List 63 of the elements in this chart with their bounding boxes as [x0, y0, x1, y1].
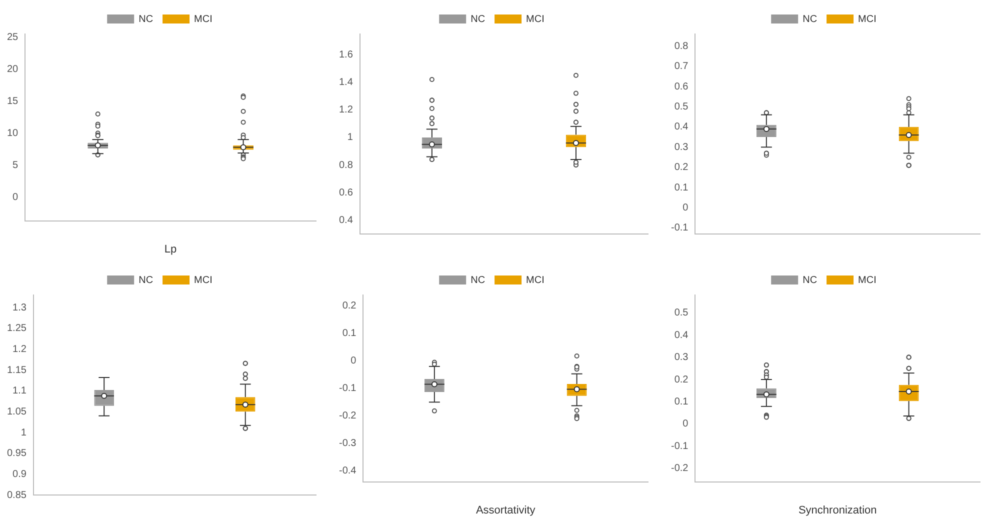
- y-tick-label: 1.6: [338, 49, 354, 60]
- y-tick-label: 0.2: [342, 300, 357, 312]
- y-tick-label: 0.2: [674, 162, 689, 174]
- y-tick-label: 5: [12, 160, 19, 171]
- legend-label: MCI: [526, 274, 544, 286]
- y-tick-label: 10: [7, 128, 19, 139]
- legend-label: MCI: [194, 14, 212, 25]
- legend-label: NC: [802, 14, 818, 25]
- y-tick-label: 0.3: [674, 142, 689, 153]
- legend-label: NC: [470, 274, 486, 286]
- y-tick-label: 0.4: [674, 330, 689, 341]
- y-tick-label: 0.1: [674, 182, 689, 194]
- y-tick-label: 1.15: [6, 364, 27, 376]
- legend-label: NC: [470, 14, 486, 25]
- legend-label: MCI: [858, 274, 876, 286]
- y-tick-label: 1.2: [338, 104, 354, 116]
- legend-label: NC: [802, 274, 818, 286]
- y-tick-label: 0.5: [674, 101, 689, 112]
- y-tick-label: 0.9: [12, 468, 27, 480]
- y-tick-label: 0.3: [674, 352, 689, 364]
- y-tick-label: -0.4: [338, 466, 357, 477]
- y-tick-label: 0.4: [338, 214, 354, 226]
- y-tick-label: 25: [7, 32, 19, 43]
- y-tick-label: 1: [347, 132, 354, 144]
- legend-label: MCI: [858, 14, 876, 25]
- y-tick-label: 1.05: [6, 406, 27, 418]
- legend-label: NC: [138, 14, 154, 25]
- y-tick-label: 0.4: [674, 122, 689, 133]
- y-tick-label: 0.6: [338, 187, 354, 198]
- y-tick-label: 0: [682, 202, 689, 214]
- y-tick-label: -0.1: [670, 222, 689, 234]
- y-tick-label: 1.25: [6, 323, 27, 334]
- legend-label: MCI: [194, 274, 212, 286]
- legend-label: MCI: [526, 14, 544, 25]
- y-tick-label: 20: [7, 64, 19, 75]
- y-tick-label: 1.1: [12, 386, 27, 397]
- y-tick-label: -0.2: [670, 463, 689, 474]
- y-tick-label: 0.5: [674, 308, 689, 319]
- y-tick-label: 15: [7, 96, 19, 107]
- x-axis-title: Synchronization: [798, 504, 877, 516]
- y-tick-label: 0: [12, 192, 19, 203]
- y-tick-label: 1: [20, 427, 27, 438]
- x-axis-title: Assortativity: [476, 504, 536, 516]
- y-tick-label: 0: [682, 418, 689, 430]
- y-tick-label: 0.95: [6, 448, 27, 460]
- y-tick-label: 0.8: [338, 160, 354, 171]
- y-tick-label: 1.3: [12, 302, 27, 314]
- y-tick-label: 0.2: [674, 374, 689, 386]
- legend-label: NC: [138, 274, 154, 286]
- y-tick-label: 0.1: [674, 396, 689, 408]
- y-tick-label: 0.85: [6, 490, 27, 501]
- x-axis-title: Lp: [164, 243, 177, 256]
- y-tick-label: -0.1: [670, 440, 689, 452]
- y-tick-label: 1.2: [12, 344, 27, 355]
- y-tick-label: 0.7: [674, 61, 689, 72]
- y-tick-label: -0.1: [338, 383, 357, 394]
- y-tick-label: 0.8: [674, 40, 689, 52]
- y-tick-label: 0.1: [342, 328, 357, 340]
- y-tick-label: -0.3: [338, 438, 357, 450]
- y-tick-label: 0: [350, 356, 357, 367]
- y-tick-label: 0.6: [674, 81, 689, 92]
- y-tick-label: -0.2: [338, 410, 357, 422]
- y-tick-label: 1.4: [338, 77, 354, 88]
